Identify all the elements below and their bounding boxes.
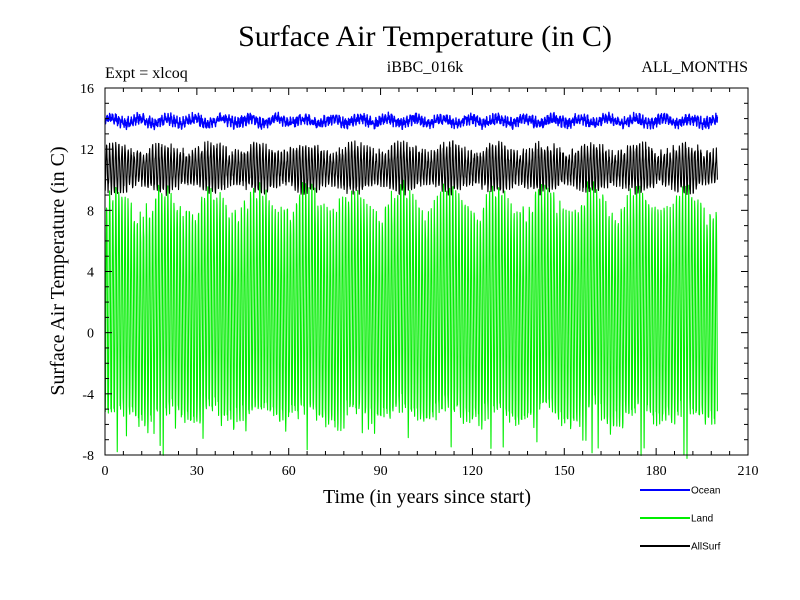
y-tick-label: 4 xyxy=(87,266,94,281)
subtitle-right: ALL_MONTHS xyxy=(641,59,748,76)
series-layer xyxy=(104,111,719,459)
subtitle-left: Expt = xlcoq xyxy=(105,65,188,82)
series-line-land xyxy=(104,179,718,459)
x-tick-label: 120 xyxy=(462,464,483,479)
y-tick-label: 12 xyxy=(80,143,94,158)
x-axis-label: Time (in years since start) xyxy=(323,486,531,508)
y-tick-label: -4 xyxy=(82,388,94,403)
legend: Ocean Land AllSurf xyxy=(640,486,721,553)
x-tick-label: 90 xyxy=(374,464,388,479)
x-tick-label: 60 xyxy=(282,464,296,479)
y-tick-label: 8 xyxy=(87,204,94,219)
x-tick-label: 210 xyxy=(738,464,759,479)
x-tick-label: 180 xyxy=(646,464,667,479)
tick-layer: 0 30 60 90 120 150 180 210 -8 -4 0 4 8 12 16 xyxy=(80,82,759,479)
legend-label-allsurf: AllSurf xyxy=(691,542,721,553)
chart-title: Surface Air Temperature (in C) xyxy=(238,20,612,53)
y-tick-label: 16 xyxy=(80,82,94,97)
y-axis-label: Surface Air Temperature (in C) xyxy=(47,146,69,395)
y-tick-label: 0 xyxy=(87,327,94,342)
series-line-ocean xyxy=(104,111,719,131)
series-line-allsurf xyxy=(104,140,718,197)
y-tick-label: -8 xyxy=(82,449,94,464)
legend-label-ocean: Ocean xyxy=(691,486,720,497)
subtitle-center: iBBC_016k xyxy=(387,59,463,76)
x-tick-label: 150 xyxy=(554,464,575,479)
x-tick-label: 30 xyxy=(190,464,204,479)
legend-label-land: Land xyxy=(691,514,713,525)
x-tick-label: 0 xyxy=(102,464,109,479)
